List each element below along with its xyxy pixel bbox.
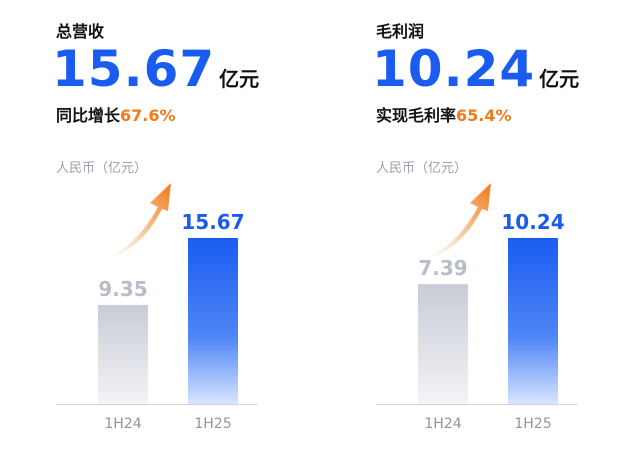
metric-value: 15.67 [52, 40, 216, 98]
metric-title: 毛利润 [376, 22, 425, 41]
x-tick-label: 1H25 [194, 416, 231, 432]
growth-arrow-icon [95, 183, 171, 262]
metric-unit: 亿元 [219, 67, 260, 91]
revenue-bar-chart: 9.35 1H24 15.67 1H25 [56, 183, 258, 432]
x-tick-label: 1H25 [514, 416, 551, 432]
gross-profit-bar-chart: 7.39 1H24 10.24 1H25 [376, 183, 578, 432]
chart-unit-label: 人民币（亿元） [376, 161, 468, 176]
metric-unit: 亿元 [539, 67, 580, 91]
metric-value: 10.24 [372, 40, 536, 98]
bar-value-label: 9.35 [98, 277, 147, 301]
growth-label: 实现毛利率 [376, 106, 457, 125]
bar-1H24 [418, 284, 468, 404]
bar-1H25 [508, 238, 558, 404]
growth-arrow-icon [415, 183, 491, 262]
x-tick-label: 1H24 [104, 416, 141, 432]
gross-profit-panel: 毛利润 10.24 亿元 实现毛利率65.4% 人民币（亿元） 7.39 1H24 1… [320, 0, 620, 452]
metric-title: 总营收 [56, 22, 105, 41]
bar-value-label: 7.39 [418, 256, 467, 280]
bar-value-label: 10.24 [501, 210, 564, 234]
growth-label: 同比增长 [56, 106, 121, 125]
growth-line: 实现毛利率65.4% [376, 102, 512, 126]
bar-1H24 [98, 304, 148, 404]
growth-value: 65.4% [456, 106, 512, 125]
chart-unit-label: 人民币（亿元） [56, 161, 148, 176]
metric-headline: 15.67 亿元 [52, 40, 259, 98]
bar-value-label: 15.67 [181, 210, 244, 234]
growth-line: 同比增长67.6% [56, 102, 176, 126]
metric-headline: 10.24 亿元 [372, 40, 579, 98]
bar-1H25 [188, 238, 238, 404]
revenue-panel: 总营收 15.67 亿元 同比增长67.6% 人民币（亿元） 9.35 1H24 15… [0, 0, 300, 452]
x-tick-label: 1H24 [424, 416, 461, 432]
growth-value: 67.6% [120, 106, 176, 125]
